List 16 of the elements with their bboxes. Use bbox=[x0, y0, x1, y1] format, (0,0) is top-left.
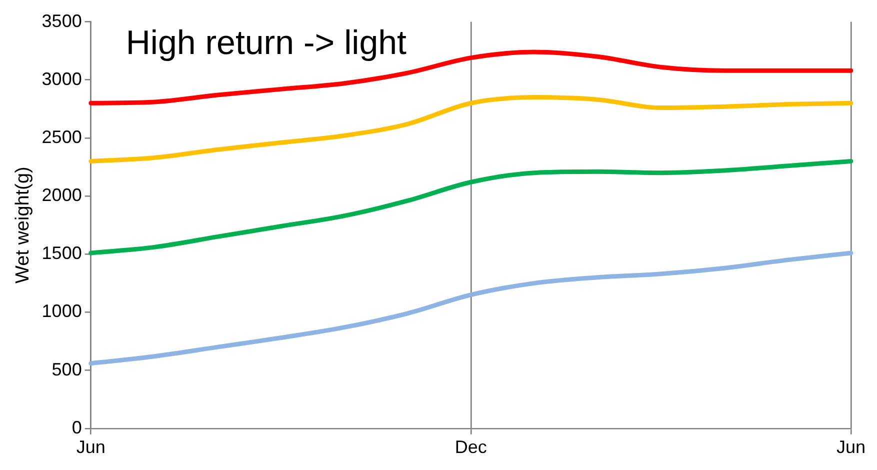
annotation: High return -> light bbox=[126, 24, 408, 62]
y-tick-label: 3500 bbox=[42, 10, 82, 31]
y-tick-label: 3000 bbox=[42, 68, 82, 89]
line-series bbox=[88, 250, 854, 366]
y-tick-label: 1000 bbox=[42, 301, 82, 322]
line-series bbox=[88, 158, 854, 256]
x-tick-label: Dec bbox=[454, 437, 487, 458]
x-tick-label: Jun bbox=[76, 437, 106, 458]
y-tick-label: 0 bbox=[72, 417, 82, 438]
x-tick-label: Jun bbox=[836, 437, 866, 458]
y-tick-label: 2000 bbox=[42, 185, 82, 206]
y-tick-label: 1500 bbox=[42, 243, 82, 264]
y-axis-title: Wet weight(g) bbox=[12, 166, 34, 284]
y-tick-label: 500 bbox=[52, 359, 82, 380]
y-tick-label: 2500 bbox=[42, 126, 82, 147]
line-series bbox=[88, 95, 854, 164]
